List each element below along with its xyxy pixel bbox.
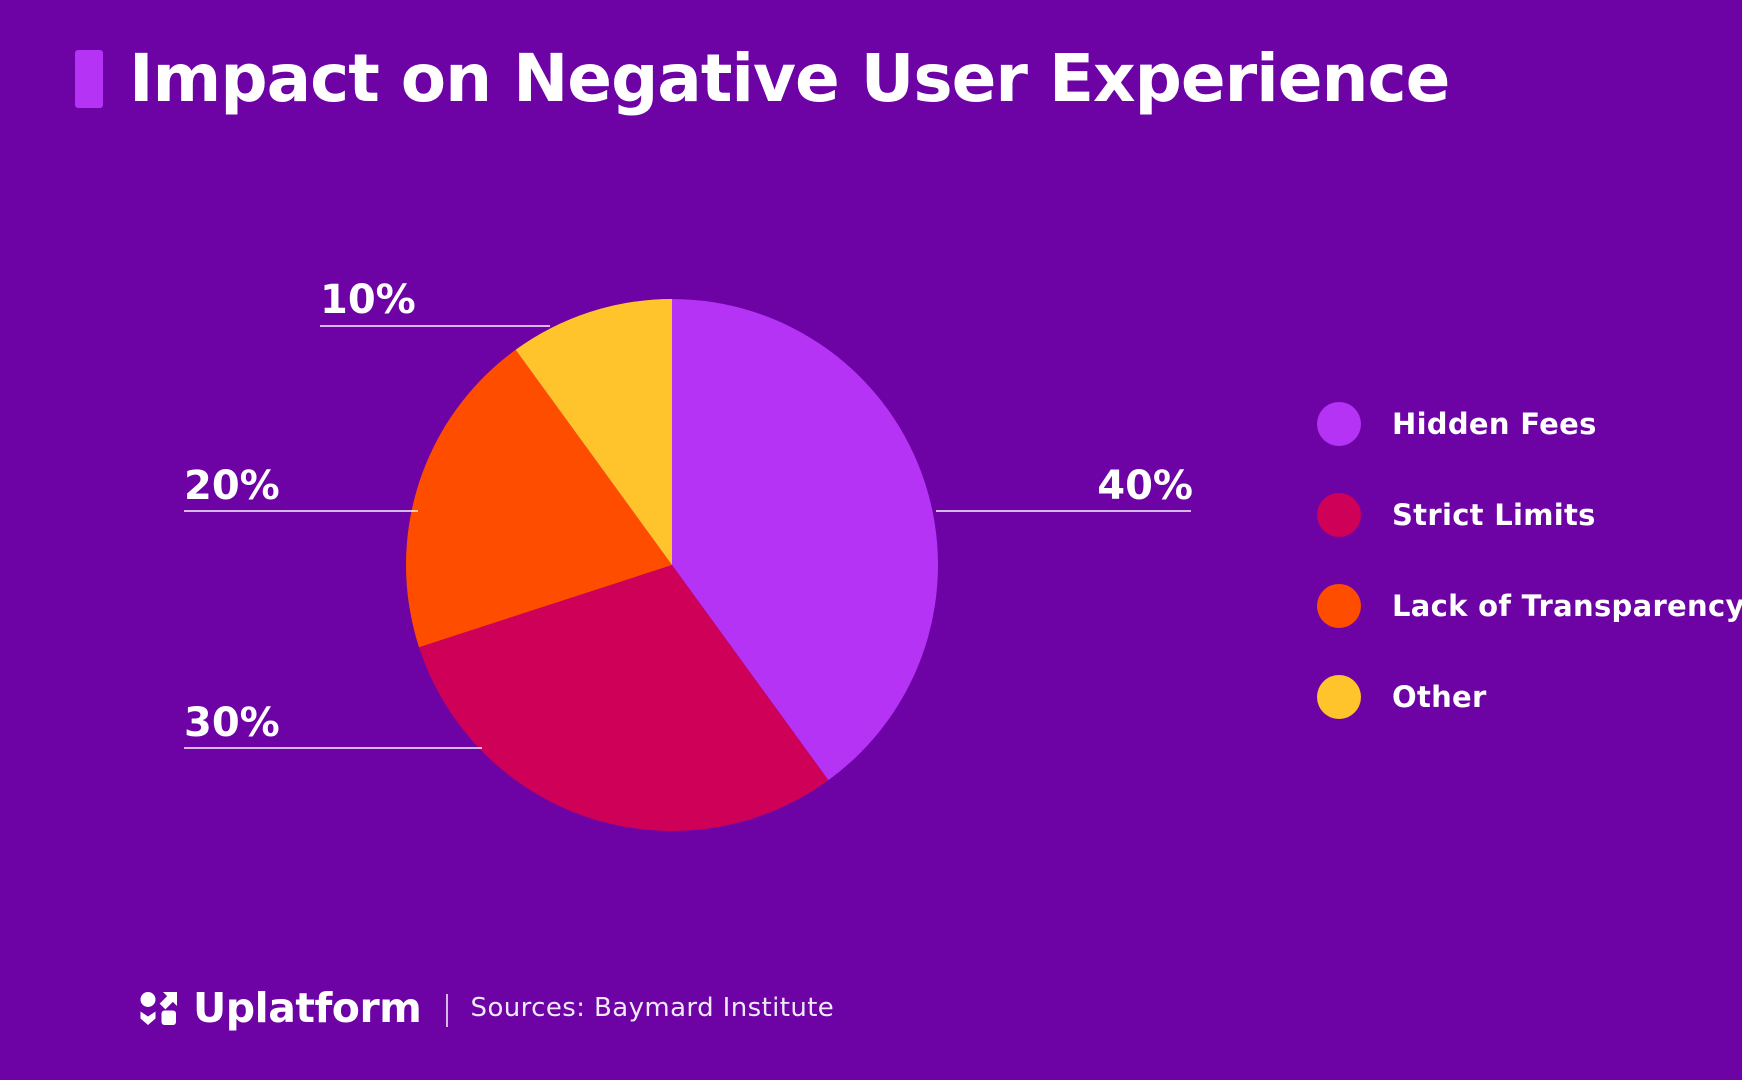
source-text: Sources: Baymard Institute — [470, 993, 835, 1023]
legend-label-hidden-fees: Hidden Fees — [1392, 407, 1597, 441]
title-accent-bar — [75, 49, 103, 108]
pie-slice-lack-of-transparency — [406, 349, 672, 648]
pie-slice-strict-limits — [419, 565, 829, 831]
page-title: Impact on Negative User Experience — [129, 40, 1450, 117]
legend-item-strict-limits: Strict Limits — [1317, 493, 1742, 537]
footer-separator: | — [441, 987, 453, 1027]
pie-slice-hidden-fees — [672, 299, 938, 781]
leader-line-hidden-fees — [936, 510, 1191, 512]
title-row: Impact on Negative User Experience — [75, 40, 1450, 117]
uplatform-logo-icon — [140, 991, 177, 1025]
legend-label-other: Other — [1392, 680, 1487, 714]
legend-item-lack-of-transparency: Lack of Transparency — [1317, 584, 1742, 628]
legend-item-other: Other — [1317, 675, 1742, 719]
leader-line-strict-limits — [184, 747, 482, 749]
pie-label-hidden-fees: 40% — [1097, 463, 1193, 509]
pie-label-lack-of-transparency: 20% — [184, 463, 280, 509]
legend-label-lack-of-transparency: Lack of Transparency — [1392, 589, 1742, 623]
legend-item-hidden-fees: Hidden Fees — [1317, 402, 1742, 446]
legend-label-strict-limits: Strict Limits — [1392, 498, 1596, 532]
pie-label-other: 10% — [320, 277, 416, 323]
legend-dot-lack-of-transparency — [1317, 584, 1361, 628]
legend: Hidden Fees Strict Limits Lack of Transp… — [1317, 402, 1742, 719]
footer: Uplatform | Sources: Baymard Institute — [140, 984, 834, 1032]
brand-name: Uplatform — [193, 984, 422, 1032]
legend-dot-hidden-fees — [1317, 402, 1361, 446]
legend-dot-other — [1317, 675, 1361, 719]
pie-label-strict-limits: 30% — [184, 700, 280, 746]
legend-dot-strict-limits — [1317, 493, 1361, 537]
pie-chart — [406, 299, 938, 831]
leader-line-lack-of-transparency — [184, 510, 418, 512]
pie-slice-other — [515, 299, 672, 565]
leader-line-other — [320, 325, 550, 327]
pie-chart-container — [406, 299, 938, 831]
